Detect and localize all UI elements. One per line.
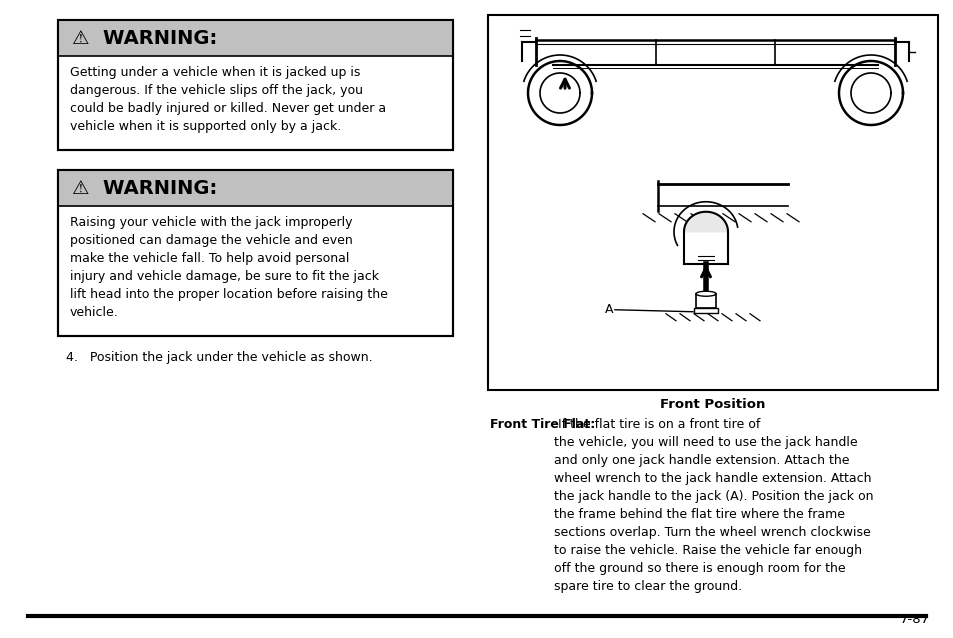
Bar xyxy=(696,293,716,308)
Text: 4.   Position the jack under the vehicle as shown.: 4. Position the jack under the vehicle a… xyxy=(66,352,373,364)
Bar xyxy=(58,170,453,206)
Bar xyxy=(58,170,453,336)
Bar xyxy=(693,308,718,313)
Bar xyxy=(58,20,453,150)
Bar xyxy=(58,20,453,150)
Bar xyxy=(58,20,453,56)
Text: Front Tire Flat:: Front Tire Flat: xyxy=(490,418,595,431)
Ellipse shape xyxy=(696,292,716,296)
Text: Raising your vehicle with the jack improperly
positioned can damage the vehicle : Raising your vehicle with the jack impro… xyxy=(70,216,388,319)
Bar xyxy=(58,170,453,336)
Bar xyxy=(488,15,937,390)
Text: ⚠  WARNING:: ⚠ WARNING: xyxy=(71,179,217,198)
Text: 7-87: 7-87 xyxy=(899,613,929,626)
Polygon shape xyxy=(683,212,727,232)
Text: If the flat tire is on a front tire of
the vehicle, you will need to use the jac: If the flat tire is on a front tire of t… xyxy=(554,418,873,593)
Text: Getting under a vehicle when it is jacked up is
dangerous. If the vehicle slips : Getting under a vehicle when it is jacke… xyxy=(70,66,386,133)
Text: ⚠  WARNING:: ⚠ WARNING: xyxy=(71,29,217,47)
Text: Front Position: Front Position xyxy=(659,398,765,411)
Text: A: A xyxy=(604,303,613,316)
